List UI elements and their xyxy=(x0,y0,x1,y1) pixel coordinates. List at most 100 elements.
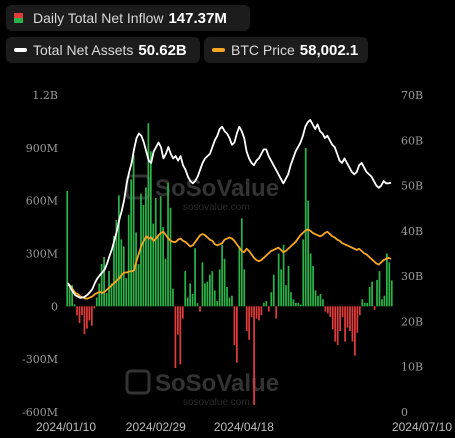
inflow-bar xyxy=(326,306,329,314)
inflow-bar xyxy=(76,306,78,316)
inflow-bar xyxy=(322,299,324,307)
left-tick-label: -600M xyxy=(22,406,58,419)
inflow-bar xyxy=(378,271,381,307)
inflow-bar xyxy=(100,264,103,307)
inflow-bar xyxy=(199,306,201,312)
inflow-bar xyxy=(81,306,83,316)
inflow-bar xyxy=(125,278,128,307)
inflow-bar xyxy=(371,281,373,307)
inflow-bar xyxy=(248,306,251,340)
inflow-bar xyxy=(270,292,273,307)
inflow-bar xyxy=(86,306,88,329)
watermark-brand: SoSoValue xyxy=(155,175,279,202)
x-tick-label: 2024/01/10 xyxy=(36,420,96,434)
inflow-bar xyxy=(169,207,172,307)
inflow-bar xyxy=(83,306,86,335)
inflow-bar xyxy=(179,306,182,365)
inflow-bar xyxy=(373,306,376,310)
inflow-bar xyxy=(223,258,226,307)
x-tick-label: 2024/07/10 xyxy=(392,420,452,434)
inflow-bar xyxy=(152,223,155,307)
inflow-bar xyxy=(110,283,113,307)
inflow-bar xyxy=(162,227,164,307)
inflow-bar xyxy=(272,274,275,307)
inflow-bar xyxy=(319,294,322,307)
inflow-bar xyxy=(240,218,243,307)
inflow-bar xyxy=(275,306,278,319)
inflow-bar xyxy=(231,295,233,307)
left-tick-label: 1.2B xyxy=(32,89,58,102)
inflow-bar xyxy=(299,304,302,307)
inflow-bar xyxy=(172,288,174,307)
inflow-bar xyxy=(243,269,246,307)
inflow-bar xyxy=(258,306,260,321)
legend-btc-value: 58,002.1 xyxy=(299,41,359,59)
left-axis: 1.2B 900M 600M 300M 0 -300M -600M xyxy=(22,89,58,419)
inflow-bar xyxy=(93,306,96,309)
bar-swatch-icon xyxy=(14,13,23,23)
inflow-bar xyxy=(113,235,115,307)
inflow-bar xyxy=(98,283,101,307)
legend-inflow[interactable]: Daily Total Net Inflow 147.37M xyxy=(6,5,250,31)
inflow-bar xyxy=(78,306,81,324)
right-tick-label: 20B xyxy=(401,315,423,328)
inflow-bar xyxy=(194,248,196,307)
inflow-bar xyxy=(218,269,221,307)
inflow-bar xyxy=(390,280,393,307)
inflow-bar xyxy=(304,147,307,307)
inflow-bar xyxy=(312,265,314,307)
inflow-bar xyxy=(140,193,142,307)
inflow-bar xyxy=(122,246,125,307)
inflow-bar xyxy=(164,258,167,307)
left-tick-label: 900M xyxy=(26,142,58,155)
inflow-bar xyxy=(71,285,74,307)
inflow-bar xyxy=(226,286,228,307)
inflow-bar xyxy=(351,306,354,342)
inflow-bar xyxy=(66,190,69,307)
legend-assets[interactable]: Total Net Assets 50.62B xyxy=(6,37,200,63)
inflow-bar xyxy=(115,220,118,307)
inflow-bar xyxy=(196,303,199,307)
inflow-bar xyxy=(356,306,359,333)
inflow-bar xyxy=(206,281,209,307)
inflow-bar xyxy=(90,306,93,326)
right-tick-label: 10B xyxy=(401,361,423,374)
legend-assets-value: 50.62B xyxy=(138,41,187,59)
inflow-bar xyxy=(201,262,204,307)
right-tick-label: 50B xyxy=(401,180,423,193)
inflow-bar xyxy=(260,306,263,316)
inflow-bar xyxy=(267,306,270,312)
inflow-bar xyxy=(307,200,310,307)
x-axis: 2024/01/10 2024/02/29 2024/04/18 2024/07/10 xyxy=(36,420,452,434)
inflow-bar xyxy=(314,290,317,307)
inflow-bar xyxy=(295,302,297,307)
right-axis: 70B 60B 50B 40B 30B 20B 10B 0 xyxy=(401,89,423,419)
inflow-bar xyxy=(213,290,216,307)
inflow-bar xyxy=(297,302,300,307)
watermark-site: sosovalue.com xyxy=(183,397,250,408)
watermark-brand: SoSoValue xyxy=(155,370,279,397)
inflow-bar xyxy=(221,244,223,307)
inflow-bar xyxy=(228,297,231,307)
legend-inflow-value: 147.37M xyxy=(168,9,227,27)
inflow-bar xyxy=(233,306,236,346)
left-tick-label: -300M xyxy=(22,353,58,366)
inflow-bar xyxy=(145,187,147,307)
inflow-bar xyxy=(236,306,238,363)
left-tick-label: 600M xyxy=(26,195,58,208)
inflow-bar xyxy=(346,306,349,328)
inflow-bar xyxy=(368,286,371,307)
inflow-bar xyxy=(349,306,351,331)
right-tick-label: 70B xyxy=(401,89,423,102)
inflow-bar xyxy=(191,294,194,307)
left-tick-label: 0 xyxy=(51,300,58,313)
inflow-bar xyxy=(376,279,378,307)
inflow-bar xyxy=(73,304,76,307)
inflow-bar xyxy=(285,285,287,307)
legend-btc[interactable]: BTC Price 58,002.1 xyxy=(204,37,368,63)
inflow-bar xyxy=(287,265,290,307)
inflow-bar xyxy=(388,262,391,307)
inflow-bar xyxy=(204,283,206,307)
inflow-bar xyxy=(334,306,337,342)
